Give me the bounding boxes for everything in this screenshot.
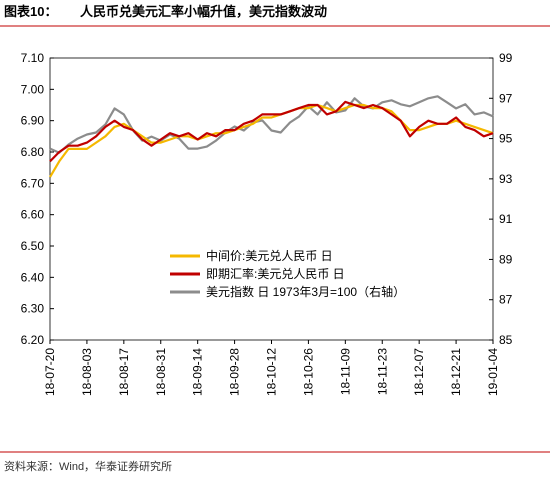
source: 资料来源：Wind，华泰证券研究所 — [4, 459, 172, 473]
y2-tick-label: 87 — [499, 293, 513, 307]
x-tick-label: 18-09-28 — [228, 348, 242, 396]
y2-tick-label: 85 — [499, 333, 513, 347]
y-tick-label: 6.50 — [21, 239, 45, 253]
x-tick-label: 18-07-20 — [43, 348, 57, 396]
y-tick-label: 6.30 — [21, 302, 45, 316]
x-tick-label: 18-12-07 — [412, 348, 426, 396]
x-tick-label: 19-01-04 — [486, 348, 500, 396]
series-line — [49, 103, 494, 178]
x-tick-label: 18-12-21 — [449, 348, 463, 396]
y-tick-label: 6.40 — [21, 270, 45, 284]
y-tick-label: 7.00 — [21, 82, 45, 96]
legend-label: 中间价:美元兑人民币 日 — [206, 248, 333, 263]
y-tick-label: 6.70 — [21, 176, 45, 190]
x-tick-label: 18-10-12 — [265, 348, 279, 396]
x-tick-label: 18-08-31 — [154, 348, 168, 396]
legend-label: 美元指数 日 1973年3月=100（右轴） — [206, 284, 405, 299]
x-tick-label: 18-11-23 — [375, 348, 389, 395]
y2-tick-label: 93 — [499, 172, 513, 186]
series-line — [49, 95, 494, 154]
y2-tick-label: 95 — [499, 132, 513, 146]
x-tick-label: 18-10-26 — [301, 348, 315, 396]
y-tick-label: 6.80 — [21, 145, 45, 159]
x-tick-label: 18-08-03 — [80, 348, 94, 396]
x-tick-label: 18-09-14 — [191, 348, 205, 396]
x-tick-label: 18-11-09 — [338, 348, 352, 395]
legend-box — [165, 247, 420, 303]
y-tick-label: 6.60 — [21, 208, 45, 222]
chart-title: 人民币兑美元汇率小幅升值，美元指数波动 — [80, 4, 327, 19]
y2-tick-label: 99 — [499, 51, 513, 65]
y-tick-label: 6.90 — [21, 114, 45, 128]
y-tick-label: 6.20 — [21, 333, 45, 347]
series-line — [49, 100, 494, 163]
y-tick-label: 7.10 — [21, 51, 45, 65]
y2-tick-label: 91 — [499, 212, 513, 226]
x-tick-label: 18-08-17 — [117, 348, 131, 396]
y2-tick-label: 97 — [499, 91, 513, 105]
y2-tick-label: 89 — [499, 252, 513, 266]
legend-label: 即期汇率:美元兑人民币 日 — [206, 266, 345, 281]
header-label: 图表10： — [4, 4, 57, 19]
